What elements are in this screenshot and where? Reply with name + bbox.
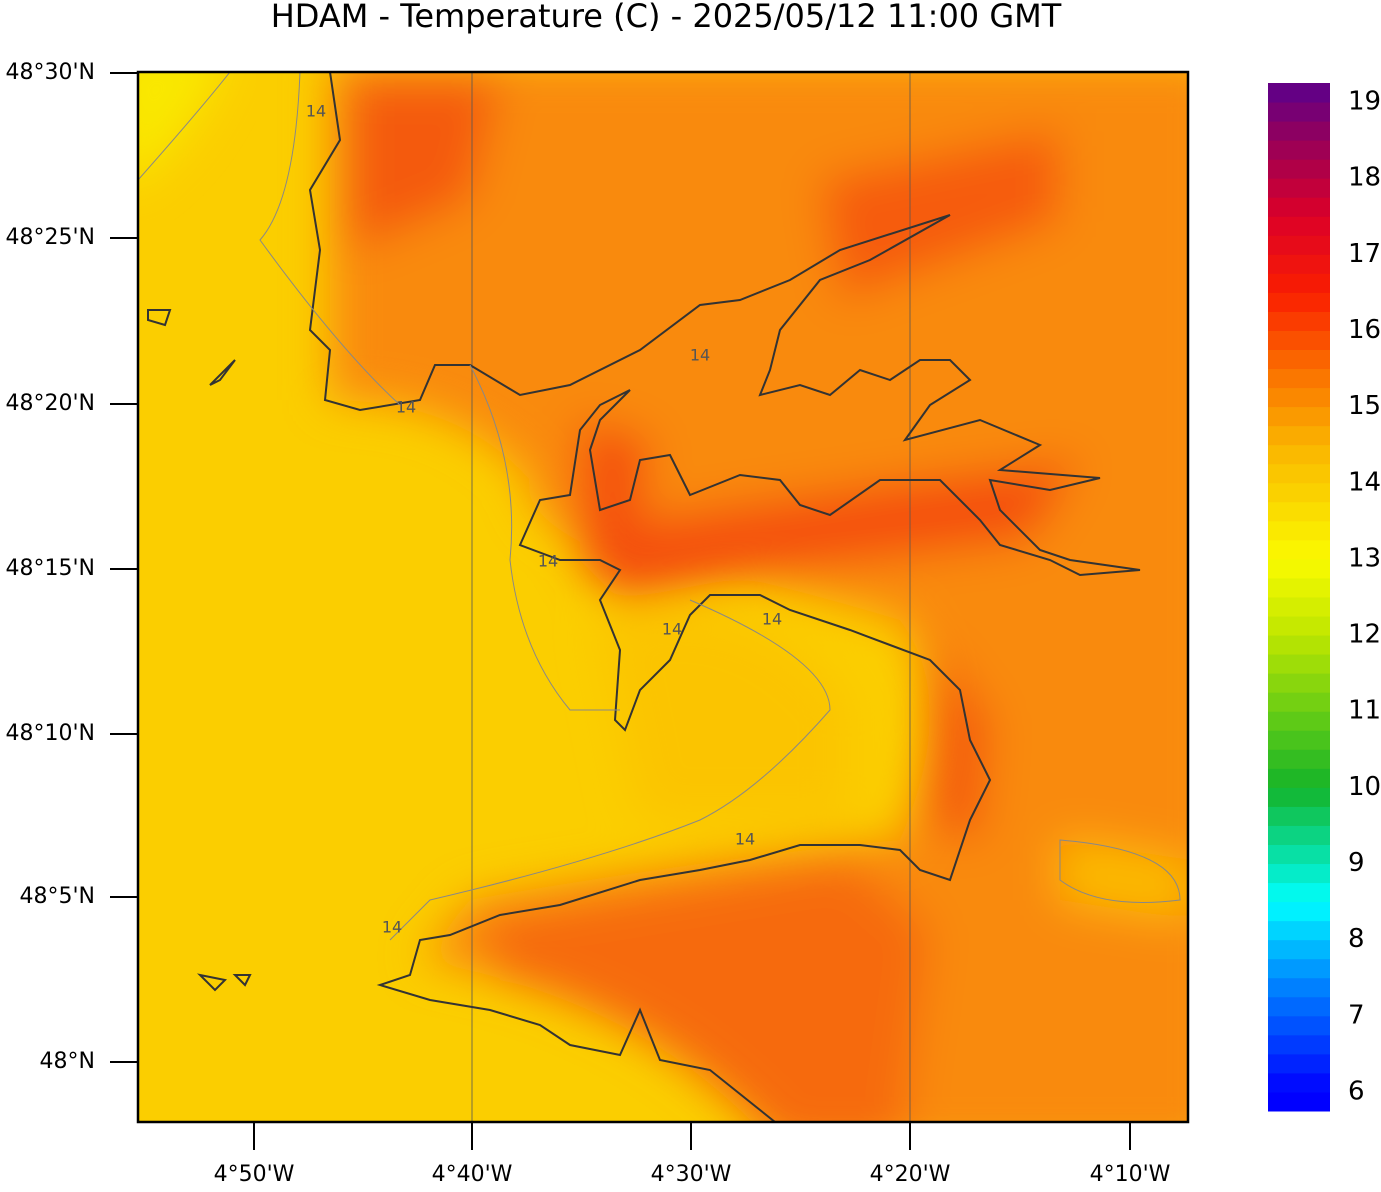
colorbar-band <box>1268 311 1330 331</box>
lat-label: 48°30'N <box>6 60 96 85</box>
contour-label: 14 <box>735 830 755 849</box>
colorbar-band <box>1268 83 1330 103</box>
colorbar-band <box>1268 977 1330 998</box>
colorbar-label: 18 <box>1348 163 1381 193</box>
colorbar-band <box>1268 330 1330 351</box>
colorbar-label: 9 <box>1348 848 1365 878</box>
colorbar-band <box>1268 597 1330 617</box>
colorbar-label: 17 <box>1348 239 1381 269</box>
colorbar-band <box>1268 1053 1330 1074</box>
colorbar-band <box>1268 654 1330 674</box>
colorbar-band <box>1268 520 1330 541</box>
colorbar-band <box>1268 749 1330 769</box>
colorbar-band <box>1268 444 1330 465</box>
colorbar-band <box>1268 368 1330 389</box>
lon-label: 4°10'W <box>1090 1162 1171 1187</box>
colorbar-label: 19 <box>1348 87 1381 117</box>
colorbar-label: 6 <box>1348 1076 1365 1106</box>
coastline <box>147 72 1141 1122</box>
colorbar-label: 11 <box>1348 696 1381 726</box>
colorbar-band <box>1268 806 1330 826</box>
colorbar-label: 7 <box>1348 1000 1365 1030</box>
colorbar-band <box>1268 140 1330 160</box>
colorbar-band <box>1268 939 1330 960</box>
lon-label: 4°20'W <box>870 1162 951 1187</box>
colorbar: 6 7 8 9 10 11 12 13 14 15 16 17 18 19 <box>1268 83 1381 1112</box>
contour-label: 14 <box>306 102 326 121</box>
colorbar-band <box>1268 1015 1330 1036</box>
lat-label: 48°N <box>40 1049 95 1074</box>
colorbar-label: 13 <box>1348 543 1381 573</box>
colorbar-band <box>1268 920 1330 941</box>
lon-label: 4°40'W <box>432 1162 513 1187</box>
colorbar-band <box>1268 216 1330 236</box>
colorbar-band <box>1268 844 1330 865</box>
colorbar-band <box>1268 159 1330 179</box>
lon-label: 4°30'W <box>651 1162 732 1187</box>
colorbar-label: 14 <box>1348 467 1381 497</box>
lat-label: 48°5'N <box>20 884 96 909</box>
contour-label: 14 <box>690 346 710 365</box>
colorbar-band <box>1268 635 1330 655</box>
colorbar-band <box>1268 273 1330 293</box>
colorbar-band <box>1268 958 1330 979</box>
lon-label: 4°50'W <box>214 1162 295 1187</box>
colorbar-band <box>1268 825 1330 845</box>
map-frame <box>136 70 1190 1124</box>
colorbar-label: 12 <box>1348 620 1381 650</box>
colorbar-label: 10 <box>1348 772 1381 802</box>
colorbar-band <box>1268 292 1330 312</box>
colorbar-band <box>1268 616 1330 636</box>
colorbar-band <box>1268 1034 1330 1055</box>
colorbar-band <box>1268 901 1330 922</box>
title: HDAM - Temperature (C) - 2025/05/12 11:0… <box>271 0 1062 35</box>
colorbar-label: 15 <box>1348 391 1381 421</box>
colorbar-band <box>1268 406 1330 427</box>
colorbar-band <box>1268 558 1330 579</box>
contour-label: 14 <box>762 610 782 629</box>
colorbar-band <box>1268 235 1330 255</box>
colorbar-band <box>1268 178 1330 198</box>
lat-label: 48°10'N <box>6 721 96 746</box>
colorbar-band <box>1268 1072 1330 1093</box>
colorbar-band <box>1268 387 1330 408</box>
colorbar-band <box>1268 768 1330 788</box>
colorbar-band <box>1268 692 1330 712</box>
colorbar-band <box>1268 482 1330 503</box>
colorbar-band <box>1268 1091 1330 1112</box>
colorbar-band <box>1268 463 1330 484</box>
colorbar-band <box>1268 787 1330 807</box>
colorbar-band <box>1268 863 1330 884</box>
colorbar-band <box>1268 730 1330 750</box>
colorbar-band <box>1268 121 1330 141</box>
colorbar-label: 16 <box>1348 315 1381 345</box>
isotherm-14 <box>138 72 1181 941</box>
colorbar-band <box>1268 882 1330 903</box>
colorbar-band <box>1268 501 1330 522</box>
colorbar-band <box>1268 577 1330 598</box>
contour-label: 14 <box>662 620 682 639</box>
colorbar-band <box>1268 711 1330 731</box>
temperature-field <box>138 72 1188 1122</box>
colorbar-band <box>1268 996 1330 1017</box>
colorbar-band <box>1268 673 1330 693</box>
contour-label: 14 <box>382 918 402 937</box>
colorbar-band <box>1268 349 1330 370</box>
colorbar-band <box>1268 197 1330 217</box>
colorbar-band <box>1268 254 1330 274</box>
contour-label: 14 <box>396 398 416 417</box>
colorbar-label: 8 <box>1348 924 1365 954</box>
colorbar-band <box>1268 102 1330 122</box>
lat-label: 48°20'N <box>6 391 96 416</box>
colorbar-band <box>1268 539 1330 560</box>
lat-label: 48°25'N <box>6 225 96 250</box>
colorbar-band <box>1268 425 1330 446</box>
lat-label: 48°15'N <box>6 556 96 581</box>
contour-label: 14 <box>538 552 558 571</box>
